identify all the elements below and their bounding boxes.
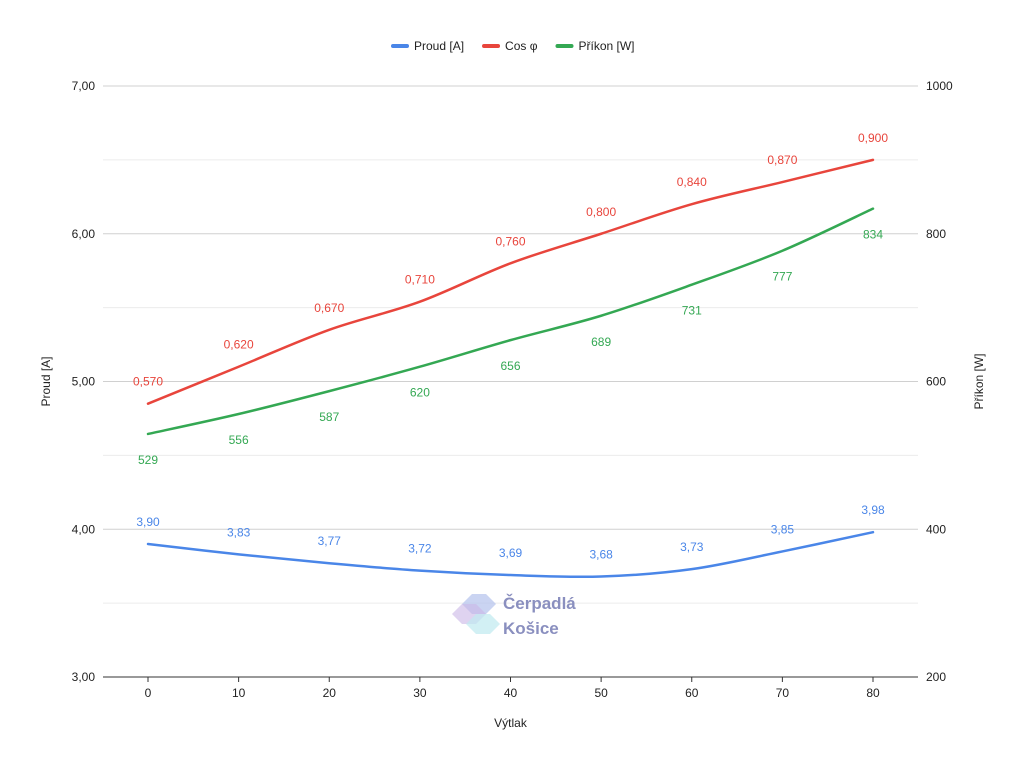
data-label: 3,68 bbox=[589, 548, 613, 562]
y2-tick-label: 400 bbox=[926, 522, 946, 536]
legend-item-label: Příkon [W] bbox=[579, 39, 635, 53]
y-tick-label: 6,00 bbox=[72, 227, 96, 241]
data-label: 0,760 bbox=[495, 234, 525, 248]
x-axis-title: Výtlak bbox=[494, 716, 528, 730]
data-label: 3,73 bbox=[680, 540, 704, 554]
data-label: 0,840 bbox=[677, 175, 707, 189]
y-tick-label: 5,00 bbox=[72, 375, 96, 389]
data-label: 689 bbox=[591, 335, 611, 349]
data-label: 0,670 bbox=[314, 301, 344, 315]
watermark-logo: Čerpadlá Košice bbox=[452, 594, 576, 638]
data-label: 0,800 bbox=[586, 205, 616, 219]
x-tick-label: 30 bbox=[413, 686, 427, 700]
legend-item-label: Proud [A] bbox=[414, 39, 464, 53]
data-label: 3,90 bbox=[136, 515, 160, 529]
axes: 3,00 4,00 5,00 6,00 7,00 200 400 600 800 1000 0 10 2… bbox=[39, 79, 986, 730]
data-label: 3,83 bbox=[227, 525, 251, 539]
data-label: 3,98 bbox=[861, 503, 885, 517]
x-tick-label: 0 bbox=[145, 686, 152, 700]
data-label: 0,900 bbox=[858, 131, 888, 145]
x-tick-label: 50 bbox=[594, 686, 608, 700]
data-label: 731 bbox=[682, 304, 702, 318]
data-label: 3,72 bbox=[408, 542, 432, 556]
y2-tick-label: 600 bbox=[926, 375, 946, 389]
data-labels: 3,90 3,83 3,77 3,72 3,69 3,68 3,73 3,85 3,98 0,57… bbox=[133, 131, 888, 562]
x-tick-label: 20 bbox=[323, 686, 337, 700]
data-label: 3,77 bbox=[318, 534, 342, 548]
y2-tick-label: 800 bbox=[926, 227, 946, 241]
y-axis-title: Proud [A] bbox=[39, 356, 53, 406]
data-label: 3,69 bbox=[499, 546, 523, 560]
y-tick-label: 3,00 bbox=[72, 670, 96, 684]
data-label: 834 bbox=[863, 228, 883, 242]
data-label: 3,85 bbox=[771, 522, 795, 536]
data-label: 0,710 bbox=[405, 273, 435, 287]
x-tick-label: 60 bbox=[685, 686, 699, 700]
x-tick-label: 80 bbox=[866, 686, 880, 700]
x-tick-label: 70 bbox=[776, 686, 790, 700]
data-label: 656 bbox=[500, 359, 520, 373]
series-lines bbox=[146, 158, 875, 579]
data-label: 0,620 bbox=[224, 338, 254, 352]
y2-axis-title: Příkon [W] bbox=[972, 353, 986, 409]
y2-tick-label: 1000 bbox=[926, 79, 953, 93]
y-tick-label: 7,00 bbox=[72, 79, 96, 93]
series-line-1 bbox=[146, 158, 875, 405]
series-line-2 bbox=[146, 207, 875, 436]
grid-lines bbox=[103, 85, 918, 682]
data-label: 556 bbox=[229, 433, 249, 447]
data-label: 529 bbox=[138, 453, 158, 467]
y-tick-label: 4,00 bbox=[72, 522, 96, 536]
data-label: 0,570 bbox=[133, 375, 163, 389]
legend-item-label: Cos φ bbox=[505, 39, 538, 53]
y2-tick-label: 200 bbox=[926, 670, 946, 684]
legend: Proud [A] Cos φ Příkon [W] bbox=[391, 39, 635, 53]
watermark-line1: Čerpadlá bbox=[503, 594, 576, 613]
watermark-line2: Košice bbox=[503, 619, 559, 638]
x-tick-label: 40 bbox=[504, 686, 518, 700]
data-label: 0,870 bbox=[767, 153, 797, 167]
data-label: 620 bbox=[410, 386, 430, 400]
data-label: 587 bbox=[319, 410, 339, 424]
series-line-0 bbox=[146, 530, 875, 579]
watermark-hex-icon bbox=[466, 614, 500, 634]
data-label: 777 bbox=[772, 270, 792, 284]
x-tick-label: 10 bbox=[232, 686, 246, 700]
